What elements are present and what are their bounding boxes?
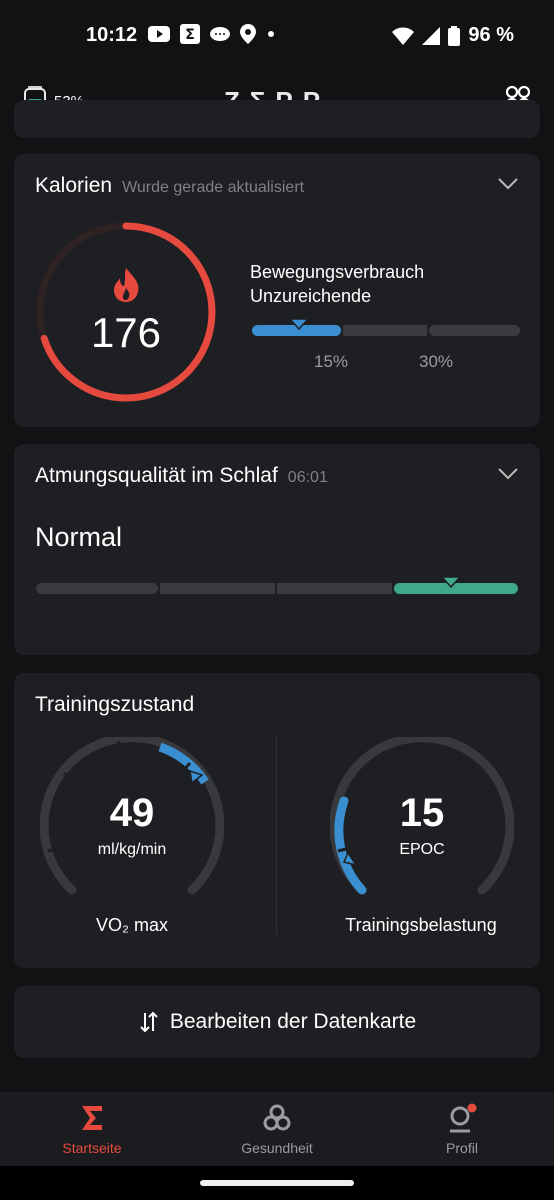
profile-icon	[450, 1103, 477, 1133]
signal-icon	[422, 26, 441, 45]
training-load-gauge	[330, 737, 514, 895]
training-load-value: 15	[399, 791, 445, 835]
battery-percent: 96 %	[468, 24, 514, 46]
training-load-label: Trainingsbelastung	[345, 915, 497, 935]
calories-title-text: Kalorien	[35, 174, 113, 197]
calories-ring	[36, 222, 216, 402]
activity-level: Unzureichende	[250, 286, 372, 306]
home-indicator[interactable]	[200, 1180, 354, 1186]
breathing-title: Atmungsqualität im Schlaf 06:01	[35, 464, 328, 488]
wifi-icon	[392, 27, 415, 45]
zepp-icon: Σ	[180, 24, 200, 44]
nav-health[interactable]: Gesundheit	[207, 1102, 347, 1156]
nav-profile[interactable]: Profil	[392, 1102, 532, 1156]
status-bar: 10:12 Σ 96 %	[0, 0, 554, 72]
status-time: 10:12	[86, 24, 138, 46]
vo2-marker	[189, 769, 204, 785]
nav-profile-label: Profil	[446, 1140, 478, 1156]
bottom-navigation: Startseite Gesundheit Profil	[0, 1092, 554, 1166]
load-marker	[342, 851, 358, 867]
notification-icons: Σ	[148, 24, 276, 44]
sort-icon	[140, 1011, 158, 1033]
breathing-card[interactable]: Atmungsqualität im Schlaf 06:01 Normal	[14, 444, 540, 655]
vo2-label: VO₂ max	[96, 915, 168, 935]
gauge-divider	[276, 735, 277, 935]
dot-icon	[268, 31, 274, 37]
breathing-bar	[36, 576, 518, 594]
nav-health-label: Gesundheit	[241, 1140, 313, 1156]
battery-icon	[448, 25, 461, 46]
edit-data-cards-label: Bearbeiten der Datenkarte	[169, 1010, 417, 1033]
calories-card[interactable]: Kalorien Wurde gerade aktualisiert 176 Be…	[14, 154, 540, 427]
breathing-title-text: Atmungsqualität im Schlaf	[35, 464, 278, 487]
chevron-down-icon[interactable]	[498, 178, 518, 190]
calories-subtitle: Wurde gerade aktualisiert	[122, 179, 305, 196]
activity-status: Bewegungsverbrauch Unzureichende	[250, 260, 424, 308]
chat-icon	[210, 27, 230, 41]
vo2-unit: ml/kg/min	[97, 841, 167, 858]
vo2-gauge	[40, 737, 224, 895]
training-load-unit: EPOC	[399, 841, 445, 858]
notification-dot	[467, 1103, 477, 1113]
svg-text:Σ: Σ	[185, 27, 195, 43]
training-card[interactable]: Trainingszustand 49 ml/kg/min VO₂ max 15…	[14, 673, 540, 968]
location-icon	[240, 24, 256, 44]
nav-home-label: Startseite	[62, 1140, 122, 1156]
activity-label: Bewegungsverbrauch	[250, 262, 425, 282]
calories-value: 176	[90, 309, 162, 356]
nav-home[interactable]: Startseite	[22, 1102, 162, 1156]
tick-30: 30%	[419, 352, 454, 371]
chevron-down-icon[interactable]	[498, 468, 518, 480]
health-icon	[263, 1104, 291, 1131]
previous-card-edge	[14, 100, 540, 138]
edit-data-cards-button[interactable]: Bearbeiten der Datenkarte	[14, 986, 540, 1058]
tick-15: 15%	[314, 352, 349, 371]
divider	[0, 138, 554, 154]
activity-bar	[252, 318, 520, 336]
flame-icon	[114, 268, 139, 302]
vo2-value: 49	[109, 791, 155, 835]
calories-title: Kalorien Wurde gerade aktualisiert	[35, 174, 304, 198]
youtube-icon	[148, 26, 170, 42]
breathing-time: 06:01	[287, 469, 328, 486]
breathing-status: Normal	[35, 522, 123, 552]
breathing-marker	[440, 576, 462, 589]
training-title: Trainingszustand	[35, 693, 195, 716]
sigma-icon	[82, 1106, 102, 1130]
activity-marker	[288, 318, 310, 331]
